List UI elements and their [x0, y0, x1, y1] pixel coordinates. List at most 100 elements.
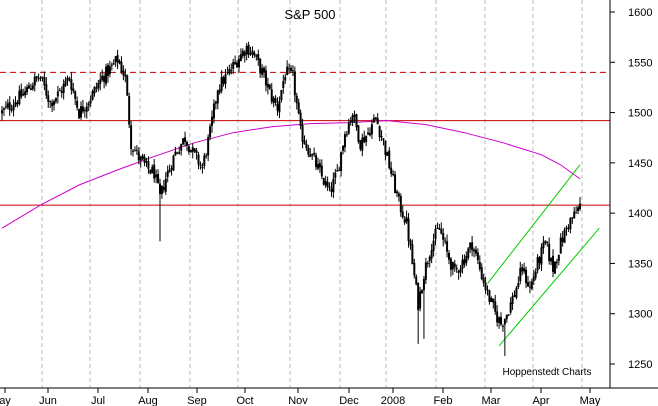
price-bar	[526, 275, 529, 287]
price-bar	[507, 314, 510, 317]
price-bar	[282, 74, 285, 94]
price-bar	[573, 206, 576, 219]
price-bar	[70, 72, 73, 95]
x-tick-label: 2008	[381, 395, 405, 406]
price-bar	[205, 153, 208, 159]
price-bar	[230, 63, 233, 75]
price-bar	[476, 248, 479, 265]
x-tick-label: Jun	[39, 395, 57, 406]
price-bar	[459, 265, 462, 278]
price-bar	[47, 90, 50, 108]
price-bar	[189, 149, 192, 153]
price-bar	[153, 159, 156, 183]
price-bar	[79, 101, 82, 120]
price-bar	[220, 70, 223, 94]
price-bar	[426, 260, 429, 268]
price-bar	[78, 108, 81, 120]
price-bar	[276, 97, 279, 116]
price-bar	[334, 168, 337, 185]
price-bar	[41, 76, 44, 82]
price-bar	[368, 127, 371, 137]
price-bar	[241, 48, 244, 59]
price-bar	[201, 162, 204, 174]
price-bar	[18, 85, 21, 106]
price-bar	[290, 65, 292, 73]
price-bar	[108, 60, 111, 78]
price-bar	[187, 144, 190, 155]
price-bar	[463, 254, 466, 268]
price-bar	[438, 223, 441, 231]
price-bar	[35, 75, 38, 83]
price-bar	[128, 92, 131, 129]
chart-credit: Hoppenstedt Charts	[503, 367, 592, 378]
price-bar	[370, 119, 373, 139]
price-bar	[8, 96, 11, 116]
price-bar	[540, 243, 543, 271]
price-bar	[197, 152, 200, 170]
price-bar	[488, 289, 491, 305]
price-bar	[365, 135, 368, 147]
price-bar	[97, 79, 100, 92]
price-bar	[575, 206, 578, 214]
price-bar	[401, 205, 404, 219]
price-bar	[228, 64, 231, 76]
price-bar	[536, 254, 539, 274]
price-bar	[513, 290, 516, 298]
price-bar	[141, 153, 144, 161]
price-bar	[561, 231, 564, 247]
price-bar	[33, 73, 36, 92]
price-bar	[409, 238, 412, 250]
price-bar	[428, 255, 431, 268]
price-bar	[486, 285, 489, 296]
price-bar	[311, 153, 314, 160]
price-bar	[511, 292, 514, 311]
price-bar	[37, 73, 40, 82]
price-bar	[419, 287, 422, 312]
price-bar	[259, 58, 262, 78]
price-bar	[226, 66, 229, 75]
price-bar	[31, 82, 34, 91]
price-bar	[394, 171, 397, 194]
price-bar	[54, 97, 57, 104]
price-bar	[251, 46, 254, 59]
price-bar	[211, 110, 214, 133]
price-bar	[209, 123, 212, 141]
price-bar	[382, 137, 385, 146]
price-bar	[313, 147, 316, 157]
price-bar	[218, 84, 221, 95]
price-bar	[288, 63, 291, 74]
price-bar	[417, 282, 420, 344]
price-bar	[461, 254, 464, 274]
price-bar	[384, 140, 387, 161]
price-bar	[4, 101, 7, 110]
price-bar	[255, 54, 258, 61]
price-bar	[521, 264, 524, 276]
price-bar	[563, 227, 566, 244]
price-bar	[68, 76, 71, 82]
price-bar	[237, 55, 240, 73]
price-bar	[542, 236, 545, 254]
x-tick-label: ay	[0, 395, 11, 406]
y-tick-label: 1250	[628, 359, 652, 371]
price-bar	[343, 131, 346, 153]
price-bar	[357, 124, 360, 144]
price-bar	[106, 62, 109, 83]
price-bar	[478, 255, 481, 272]
price-bar	[523, 262, 526, 274]
price-bar	[480, 263, 483, 281]
price-bar	[388, 147, 391, 170]
y-tick-label: 1550	[628, 57, 652, 69]
price-bar	[353, 110, 356, 124]
price-bar	[120, 56, 123, 75]
price-bar	[455, 264, 458, 273]
y-tick-label: 1300	[628, 309, 652, 321]
price-bar	[349, 116, 352, 126]
price-bar	[546, 241, 549, 247]
price-bar	[469, 242, 472, 253]
price-bar	[407, 213, 410, 248]
price-bar	[2, 107, 5, 116]
price-bar	[496, 305, 499, 327]
price-bar	[126, 74, 129, 97]
price-bar	[503, 318, 506, 356]
price-bar	[399, 193, 402, 217]
